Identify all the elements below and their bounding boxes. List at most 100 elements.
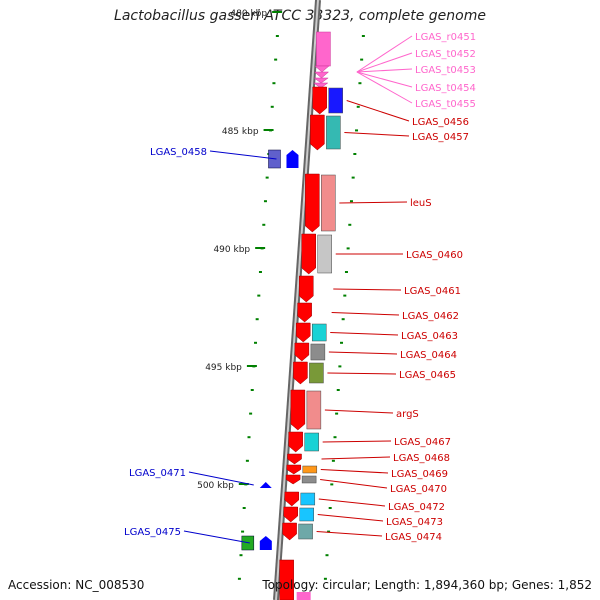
feature-glyph-continued-rna	[296, 592, 311, 600]
minor-tick-left	[262, 223, 266, 226]
feature-label-LGAS_0475: LGAS_0475	[124, 527, 181, 538]
feature-arrow-LGAS_0475	[259, 536, 272, 550]
minor-tick-left	[245, 459, 249, 462]
feature-label-LGAS_0458: LGAS_0458	[150, 147, 207, 158]
feature-domain-LGAS_0467	[304, 432, 319, 452]
feature-glyph-LGAS_0460	[301, 233, 316, 275]
leader-line	[356, 35, 413, 73]
minor-tick-left	[272, 82, 276, 85]
leader-line	[356, 71, 413, 104]
feature-glyph-LGAS_0457	[310, 114, 325, 151]
feature-glyph-LGAS_0467	[288, 431, 303, 453]
scale-tick-label: 495 kbp	[205, 363, 242, 373]
minor-tick-left	[242, 507, 246, 509]
minor-tick-right	[323, 577, 327, 580]
minor-tick-left	[244, 483, 248, 486]
minor-tick-right	[360, 58, 364, 61]
leader-line	[317, 514, 384, 522]
feature-label-LGAS_0471: LGAS_0471	[129, 468, 186, 479]
feature-domain-LGAS_0473	[299, 507, 314, 522]
minor-tick-right	[327, 530, 331, 533]
feature-label-LGAS_0472: LGAS_0472	[388, 502, 445, 513]
leader-line	[356, 52, 413, 73]
feature-glyph-LGAS_r0451	[316, 31, 331, 67]
leader-line	[327, 372, 397, 375]
feature-label-LGAS_0470: LGAS_0470	[390, 484, 447, 495]
topology-text: Topology: circular; Length: 1,894,360 bp…	[262, 578, 592, 592]
minor-tick-right	[353, 153, 357, 155]
minor-tick-left	[260, 247, 264, 250]
minor-tick-left	[258, 271, 262, 273]
feature-label-LGAS_0460: LGAS_0460	[406, 250, 463, 261]
minor-tick-left	[237, 577, 241, 580]
leader-line	[320, 469, 389, 474]
leader-line	[209, 150, 277, 160]
minor-tick-right	[358, 82, 362, 85]
scale-tick-label: 485 kbp	[222, 127, 259, 137]
leader-line	[328, 351, 398, 355]
feature-label-argS: argS	[396, 409, 419, 420]
feature-label-LGAS_0465: LGAS_0465	[399, 370, 456, 381]
leader-line	[356, 68, 413, 73]
minor-tick-right	[341, 318, 345, 321]
leader-line	[333, 288, 402, 291]
feature-domain-LGAS_0460	[317, 234, 332, 274]
leader-line	[320, 479, 388, 489]
feature-domain-LGAS_0463	[311, 323, 327, 342]
feature-label-LGAS_0469: LGAS_0469	[391, 469, 448, 480]
feature-label-LGAS_0463: LGAS_0463	[401, 331, 458, 342]
feature-glyph-LGAS_0469	[286, 464, 302, 475]
feature-label-LGAS_0468: LGAS_0468	[393, 453, 450, 464]
minor-tick-right	[335, 412, 339, 415]
minor-tick-right	[349, 200, 353, 203]
minor-tick-left	[239, 554, 243, 557]
minor-tick-left	[241, 530, 245, 533]
feature-glyph-LGAS_t0455	[312, 82, 329, 89]
minor-tick-right	[331, 459, 335, 462]
scale-tick-label: 490 kbp	[213, 245, 250, 255]
feature-domain-argS	[306, 390, 322, 430]
minor-ticks	[237, 35, 365, 580]
leader-line	[321, 456, 391, 460]
minor-tick-right	[351, 176, 355, 179]
feature-label-LGAS_0456: LGAS_0456	[412, 117, 469, 128]
leader-line	[318, 498, 386, 507]
feature-glyph-LGAS_0463	[295, 322, 311, 343]
feature-glyph-LGAS_0465	[293, 361, 308, 385]
feature-domain-LGAS_0464	[310, 343, 326, 361]
feature-label-LGAS_r0451: LGAS_r0451	[415, 32, 476, 43]
leader-line	[183, 530, 250, 544]
feature-glyph-LGAS_t0452	[314, 65, 330, 73]
minor-tick-right	[355, 129, 359, 132]
feature-label-LGAS_0473: LGAS_0473	[386, 517, 443, 528]
minor-tick-right	[356, 105, 360, 108]
minor-tick-right	[340, 341, 344, 344]
feature-label-LGAS_0457: LGAS_0457	[412, 132, 469, 143]
feature-glyph-LGAS_0473	[283, 506, 298, 523]
minor-tick-left	[263, 200, 267, 203]
leader-line	[346, 100, 410, 122]
feature-label-LGAS_0462: LGAS_0462	[402, 311, 459, 322]
minor-tick-left	[249, 412, 253, 415]
feature-label-LGAS_0464: LGAS_0464	[400, 350, 457, 361]
feature-arrow-LGAS_0458	[286, 150, 299, 168]
leader-line	[344, 132, 410, 137]
feature-glyph-LGAS_t0453	[313, 71, 330, 79]
minor-tick-right	[348, 223, 352, 226]
leader-line	[356, 71, 413, 88]
feature-domain-LGAS_0469	[302, 465, 318, 474]
feature-domain-LGAS_0474	[298, 523, 313, 540]
minor-tick-left	[257, 294, 261, 297]
feature-label-LGAS_t0453: LGAS_t0453	[415, 65, 476, 76]
feature-domain-LGAS_0465	[309, 362, 324, 384]
feature-glyph-argS	[290, 389, 306, 431]
feature-glyph-LGAS_0472	[284, 491, 300, 507]
minor-tick-left	[252, 365, 256, 368]
minor-tick-left	[275, 35, 279, 37]
feature-glyph-LGAS_0456	[312, 86, 327, 115]
feature-domain-LGAS_0470	[301, 475, 317, 484]
accession-text: Accession: NC_008530	[8, 578, 145, 592]
map-title: Lactobacillus gasseri ATCC 33323, comple…	[114, 8, 486, 24]
minor-tick-left	[247, 436, 251, 439]
